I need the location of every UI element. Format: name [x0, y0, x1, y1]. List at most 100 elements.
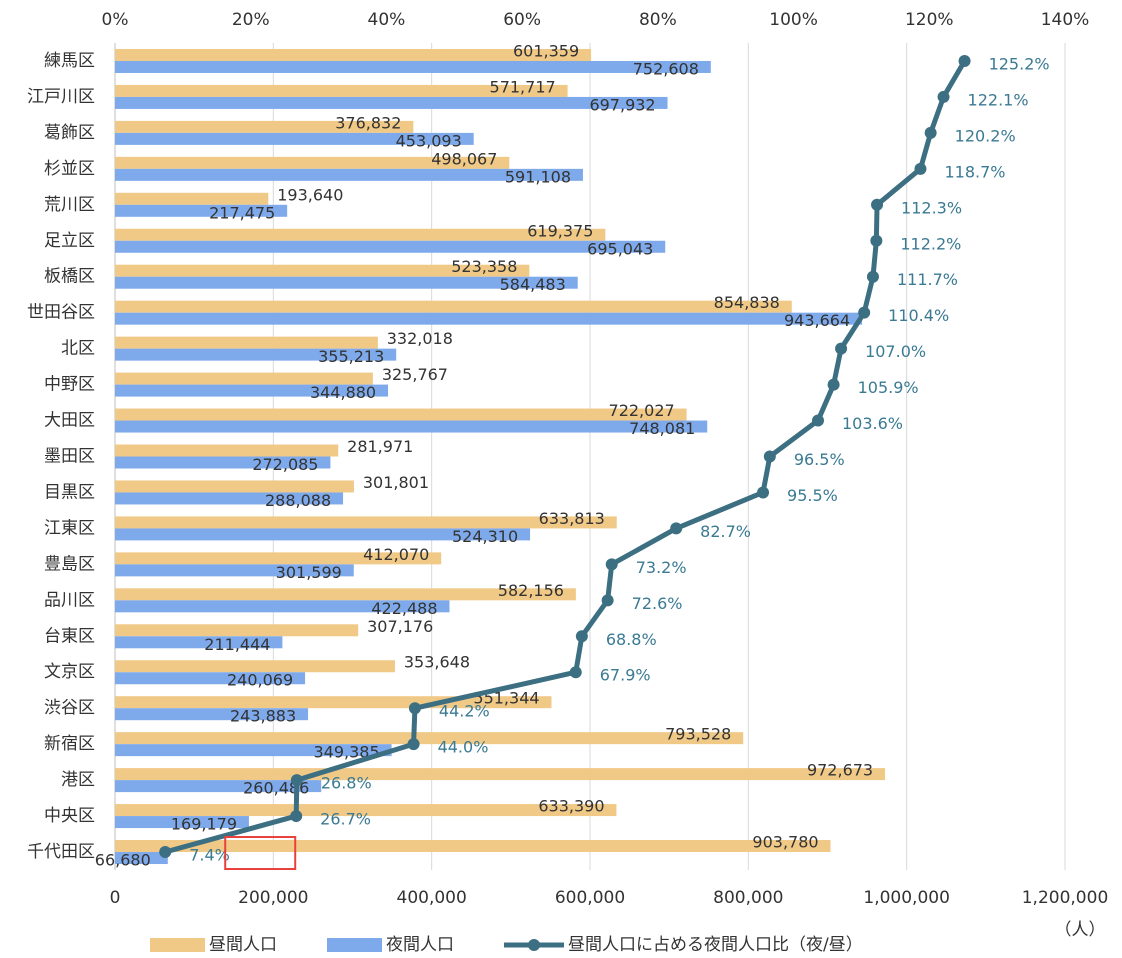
data-label: 344,880 — [310, 383, 376, 402]
data-label: 96.5% — [794, 450, 845, 469]
bar — [115, 624, 359, 637]
y-tick-label: 世田谷区 — [27, 303, 95, 323]
bar — [115, 192, 269, 205]
bar — [115, 120, 414, 133]
data-label: 854,838 — [714, 293, 780, 312]
x2-tick-label: 140% — [1041, 10, 1090, 30]
bar — [115, 96, 668, 109]
bar — [115, 444, 339, 457]
bar — [115, 264, 530, 277]
line-marker — [605, 558, 618, 571]
bar — [115, 636, 283, 649]
data-label: 169,179 — [171, 815, 237, 834]
bar — [115, 840, 831, 853]
data-label: 217,475 — [209, 203, 275, 222]
line-marker — [407, 738, 420, 751]
bar — [115, 48, 592, 61]
y-tick-label: 大田区 — [44, 411, 95, 431]
bar — [115, 516, 617, 529]
line-marker — [870, 234, 883, 247]
x2-tick-label: 80% — [639, 10, 677, 30]
data-label: 26.8% — [321, 774, 372, 793]
bar — [115, 348, 397, 361]
data-label: 498,067 — [431, 149, 497, 168]
data-label: 66,680 — [95, 851, 151, 870]
x-tick-label: 200,000 — [238, 888, 308, 908]
line-marker — [408, 702, 421, 715]
highlight-box — [224, 836, 297, 871]
x-tick-label: 800,000 — [713, 888, 783, 908]
bar — [115, 696, 552, 709]
data-label: 524,310 — [452, 527, 518, 546]
x-tick-label: 1,000,000 — [863, 888, 950, 908]
data-label: 349,385 — [314, 743, 380, 762]
data-label: 120.2% — [955, 126, 1016, 145]
bar — [115, 384, 389, 397]
bar — [115, 768, 886, 781]
y-tick-label: 新宿区 — [44, 734, 95, 754]
data-label: 943,664 — [784, 311, 850, 330]
x2-tick-label: 40% — [368, 10, 406, 30]
x-tick-label: 400,000 — [397, 888, 467, 908]
bar — [115, 672, 306, 685]
y-tick-label: 渋谷区 — [44, 698, 95, 718]
data-label: 697,932 — [589, 95, 655, 114]
data-label: 240,069 — [227, 671, 293, 690]
data-label: 591,108 — [505, 167, 571, 186]
line-marker — [866, 270, 879, 283]
bar — [115, 552, 442, 565]
x-tick-label: 0 — [110, 888, 121, 908]
bar — [115, 276, 578, 289]
y-tick-label: 港区 — [61, 770, 95, 790]
data-label: 633,390 — [538, 797, 604, 816]
data-label: 288,088 — [265, 491, 331, 510]
y-tick-label: 豊島区 — [44, 554, 95, 574]
bar — [115, 492, 344, 505]
data-label: 103.6% — [842, 414, 903, 433]
bar — [115, 60, 711, 73]
y-tick-label: 杉並区 — [44, 159, 95, 179]
data-label: 722,027 — [609, 401, 675, 420]
bar — [115, 816, 249, 829]
bar — [115, 660, 395, 673]
data-label: 307,176 — [367, 617, 433, 636]
bar — [115, 156, 510, 169]
data-label: 281,971 — [347, 437, 413, 456]
data-label: 584,483 — [500, 275, 566, 294]
data-label: 633,813 — [539, 509, 605, 528]
data-label: 82.7% — [700, 522, 751, 541]
data-label: 793,528 — [665, 725, 731, 744]
bar — [115, 84, 568, 97]
bar — [115, 336, 378, 349]
bar — [115, 480, 354, 493]
line-marker — [958, 54, 971, 67]
bar — [115, 780, 322, 793]
line-marker — [763, 450, 776, 463]
data-label: 355,213 — [318, 347, 384, 366]
legend-swatch — [528, 939, 540, 951]
data-label: 376,832 — [335, 113, 401, 132]
data-label: 523,358 — [451, 257, 517, 276]
bar — [115, 600, 450, 613]
bar — [115, 420, 708, 433]
data-label: 601,359 — [513, 41, 579, 60]
data-label: 107.0% — [865, 342, 926, 361]
x2-tick-label: 20% — [232, 10, 270, 30]
data-label: 211,444 — [204, 635, 270, 654]
bar — [115, 408, 687, 421]
data-label: 272,085 — [252, 455, 318, 474]
bar — [115, 564, 354, 577]
line-marker — [290, 810, 303, 823]
data-label: 44.0% — [438, 738, 489, 757]
data-label: 118.7% — [944, 162, 1005, 181]
bar — [115, 528, 531, 541]
y-tick-label: 江戸川区 — [27, 87, 95, 107]
y-tick-label: 板橋区 — [44, 267, 95, 287]
x2-tick-label: 0% — [102, 10, 129, 30]
bar — [115, 732, 744, 745]
x-tick-label: 600,000 — [555, 888, 625, 908]
line-marker — [290, 774, 303, 787]
data-label: 7.4% — [189, 846, 230, 865]
bar — [115, 804, 617, 817]
bar — [115, 204, 288, 217]
